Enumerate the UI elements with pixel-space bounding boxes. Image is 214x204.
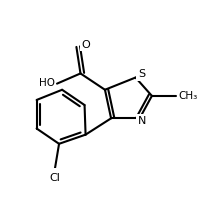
Text: S: S [138, 69, 145, 80]
Text: O: O [82, 40, 90, 50]
Text: CH₃: CH₃ [178, 91, 198, 101]
Text: N: N [137, 116, 146, 126]
Text: Cl: Cl [50, 173, 60, 183]
Text: HO: HO [39, 78, 55, 88]
